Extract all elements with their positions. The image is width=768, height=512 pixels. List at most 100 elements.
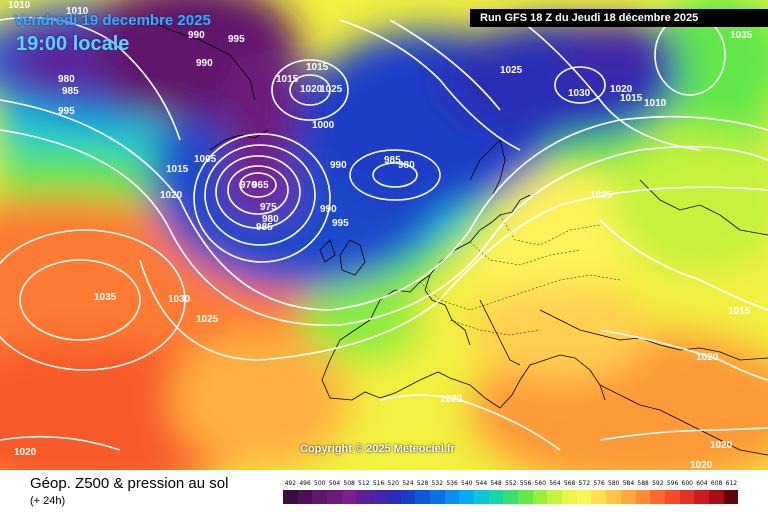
pressure-label: 1020 xyxy=(160,190,183,201)
legend-value: 604 xyxy=(696,480,708,487)
pressure-label: 1010 xyxy=(644,98,667,109)
legend-swatch xyxy=(708,490,724,504)
legend-value: 556 xyxy=(519,480,532,487)
pressure-label: 1030 xyxy=(568,88,591,99)
pressure-label: 975 xyxy=(260,202,277,213)
pressure-label: 1005 xyxy=(194,154,217,165)
legend-swatch xyxy=(341,490,357,504)
pressure-label: 995 xyxy=(228,34,245,45)
country-borders xyxy=(419,214,621,336)
pressure-label: 1000 xyxy=(312,120,335,131)
legend-swatch xyxy=(459,490,474,504)
legend-swatch xyxy=(518,490,533,504)
pressure-label: 1035 xyxy=(94,292,117,303)
pressure-label: 970 xyxy=(240,180,257,191)
legend-swatch xyxy=(650,490,665,504)
legend-value: 524 xyxy=(402,480,414,487)
legend-value: 528 xyxy=(416,480,429,487)
legend-swatch xyxy=(723,490,739,504)
legend-value: 568 xyxy=(563,480,576,487)
color-legend xyxy=(283,490,739,504)
legend-value: 576 xyxy=(593,480,605,487)
pressure-label: 1020 xyxy=(710,440,733,451)
legend-swatch xyxy=(503,490,518,504)
pressure-label: 1020 xyxy=(690,460,713,470)
legend-value: 504 xyxy=(328,480,341,487)
pressure-label: 1015 xyxy=(620,93,643,104)
legend-swatch xyxy=(679,490,695,504)
legend-swatch xyxy=(371,490,386,504)
legend-value: 588 xyxy=(637,480,649,487)
legend-swatch xyxy=(547,490,563,504)
legend-swatch xyxy=(327,490,342,504)
geopotential-map-svg: 1010 1010 990 995 990 980 985 995 1015 1… xyxy=(0,0,768,470)
legend-swatch xyxy=(591,490,607,504)
pressure-label: 1025 xyxy=(590,190,613,201)
z500-color-field xyxy=(0,0,768,470)
legend-swatch xyxy=(415,490,430,504)
pressure-label: 1020 xyxy=(300,84,323,95)
legend-value: 580 xyxy=(608,480,620,487)
legend-swatch xyxy=(429,490,445,504)
pressure-label: 1020 xyxy=(610,84,633,95)
pressure-label: 1020 xyxy=(14,447,37,458)
legend-labels: 492 496 500 504 508 512 516 520 524 528 532 536 540 5… xyxy=(283,480,753,490)
pressure-labels: 1010 1010 990 995 990 980 985 995 1015 1… xyxy=(8,0,753,470)
legend-value: 600 xyxy=(681,480,693,487)
pressure-label: 1020 xyxy=(696,352,719,363)
legend-swatch xyxy=(620,490,636,504)
pressure-label: 995 xyxy=(58,106,75,117)
legend-value: 548 xyxy=(490,480,502,487)
legend-value: 492 xyxy=(284,480,297,487)
weather-map: 1010 1010 990 995 990 980 985 995 1015 1… xyxy=(0,0,768,470)
legend-value: 540 xyxy=(461,480,473,487)
map-title: Géop. Z500 & pression au sol xyxy=(30,475,229,492)
pressure-label: 990 xyxy=(330,160,347,171)
legend-swatch xyxy=(562,490,577,504)
pressure-label: 980 xyxy=(58,74,75,85)
legend-swatch xyxy=(532,490,548,504)
legend-value: 500 xyxy=(314,480,326,487)
legend-value: 564 xyxy=(549,480,561,487)
legend-value: 608 xyxy=(710,480,723,487)
legend-swatch xyxy=(297,490,313,504)
forecast-time: 19:00 locale xyxy=(16,33,130,55)
legend-swatch xyxy=(473,490,489,504)
copyright-text: Copyright © 2025 Meteociel.fr xyxy=(300,443,455,455)
legend-value: 508 xyxy=(343,480,355,487)
pressure-label: 980 xyxy=(262,214,279,225)
legend-value: 584 xyxy=(622,480,635,487)
legend-swatch xyxy=(694,490,709,504)
legend-value: 516 xyxy=(372,480,385,487)
pressure-label: 1020 xyxy=(440,394,463,405)
pressure-label: 990 xyxy=(320,204,337,215)
pressure-label: 1025 xyxy=(320,84,343,95)
forecast-date: Vendredi 19 decembre 2025 xyxy=(14,12,211,29)
pressure-label: 1015 xyxy=(728,306,751,317)
legend-swatch xyxy=(385,490,401,504)
legend-swatch xyxy=(400,490,416,504)
legend-value: 532 xyxy=(431,480,444,487)
legend-value: 596 xyxy=(666,480,679,487)
pressure-label: 965 xyxy=(252,180,269,191)
legend-swatch xyxy=(576,490,592,504)
legend-value: 552 xyxy=(505,480,517,487)
pressure-label: 1035 xyxy=(730,30,753,41)
legend-value: 612 xyxy=(725,480,738,487)
pressure-label: 1010 xyxy=(8,0,31,11)
pressure-label: 1030 xyxy=(168,294,191,305)
pressure-label: 990 xyxy=(188,30,205,41)
pressure-label: 1025 xyxy=(500,65,523,76)
pressure-label: 1015 xyxy=(276,74,299,85)
legend-swatch xyxy=(444,490,460,504)
legend-value: 572 xyxy=(578,480,591,487)
legend-value: 496 xyxy=(299,480,311,487)
legend-swatch xyxy=(312,490,328,504)
pressure-label: 980 xyxy=(398,160,415,171)
legend-swatch xyxy=(606,490,621,504)
legend-value: 560 xyxy=(534,480,546,487)
legend-swatch xyxy=(635,490,651,504)
legend-value: 536 xyxy=(446,480,458,487)
legend-swatch xyxy=(283,490,298,504)
legend-value: 592 xyxy=(652,480,664,487)
